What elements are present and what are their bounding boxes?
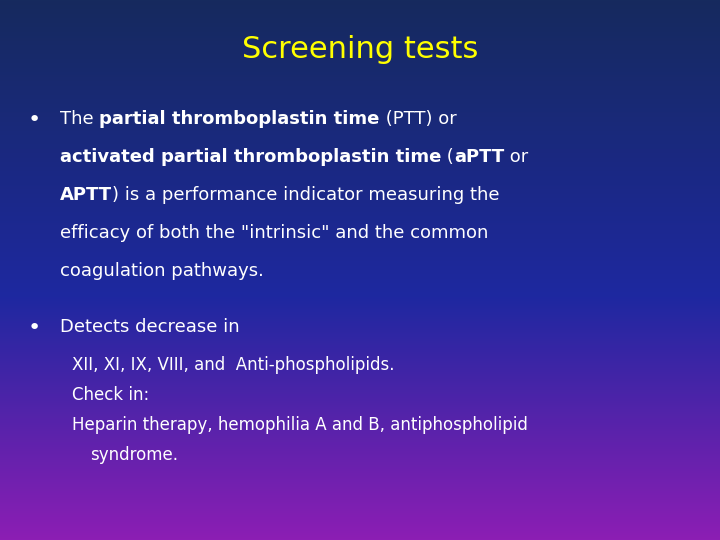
Text: activated partial thromboplastin time: activated partial thromboplastin time — [60, 148, 441, 166]
Text: The: The — [60, 110, 99, 128]
Text: APTT: APTT — [60, 186, 112, 204]
Text: syndrome.: syndrome. — [90, 446, 178, 464]
Text: Check in:: Check in: — [72, 386, 149, 404]
Text: •: • — [28, 318, 41, 338]
Text: or: or — [505, 148, 528, 166]
Text: coagulation pathways.: coagulation pathways. — [60, 262, 264, 280]
Text: ) is a performance indicator measuring the: ) is a performance indicator measuring t… — [112, 186, 500, 204]
Text: Detects decrease in: Detects decrease in — [60, 318, 240, 336]
Text: aPTT: aPTT — [454, 148, 505, 166]
Text: XII, XI, IX, VIII, and  Anti-phospholipids.: XII, XI, IX, VIII, and Anti-phospholipid… — [72, 356, 395, 374]
Text: Screening tests: Screening tests — [242, 35, 478, 64]
Text: (PTT) or: (PTT) or — [379, 110, 456, 128]
Text: (: ( — [441, 148, 454, 166]
Text: •: • — [28, 110, 41, 130]
Text: efficacy of both the "intrinsic" and the common: efficacy of both the "intrinsic" and the… — [60, 224, 488, 242]
Text: Heparin therapy, hemophilia A and B, antiphospholipid: Heparin therapy, hemophilia A and B, ant… — [72, 416, 528, 434]
Text: partial thromboplastin time: partial thromboplastin time — [99, 110, 379, 128]
